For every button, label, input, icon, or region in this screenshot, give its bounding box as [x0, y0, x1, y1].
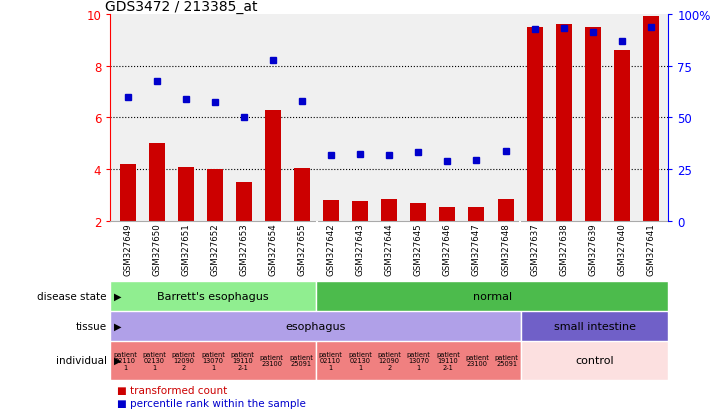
Bar	[381, 199, 397, 221]
Bar	[521, 311, 668, 341]
Text: GSM327649: GSM327649	[123, 223, 132, 275]
Bar	[207, 170, 223, 221]
Text: small intestine: small intestine	[554, 321, 636, 331]
Text: disease state: disease state	[37, 291, 107, 301]
Bar	[149, 144, 165, 221]
Bar	[469, 207, 484, 221]
Bar	[527, 28, 542, 221]
Text: GSM327637: GSM327637	[530, 223, 539, 276]
Text: patient
13070
1: patient 13070 1	[407, 351, 431, 370]
Text: Barrett's esophagus: Barrett's esophagus	[157, 291, 269, 301]
Bar	[614, 51, 630, 221]
Text: GSM327655: GSM327655	[298, 223, 306, 276]
Bar	[316, 281, 668, 311]
Bar	[643, 17, 659, 221]
Bar	[110, 311, 521, 341]
Bar	[316, 341, 521, 380]
Bar	[521, 341, 668, 380]
Bar	[323, 201, 339, 221]
Bar	[556, 25, 572, 221]
Bar	[178, 167, 194, 221]
Text: GSM327651: GSM327651	[181, 223, 191, 276]
Bar	[110, 281, 316, 311]
Text: GDS3472 / 213385_at: GDS3472 / 213385_at	[105, 0, 257, 14]
Bar	[584, 28, 601, 221]
Text: patient
12090
2: patient 12090 2	[171, 351, 196, 370]
Text: ▶: ▶	[114, 291, 122, 301]
Text: GSM327647: GSM327647	[472, 223, 481, 276]
Text: GSM327638: GSM327638	[559, 223, 568, 276]
Text: patient
19110
2-1: patient 19110 2-1	[436, 351, 460, 370]
Bar	[119, 165, 136, 221]
Text: individual: individual	[55, 355, 107, 366]
Text: tissue: tissue	[75, 321, 107, 331]
Bar	[352, 202, 368, 221]
Text: GSM327650: GSM327650	[152, 223, 161, 276]
Bar	[110, 341, 316, 380]
Bar	[439, 207, 456, 221]
Text: ■ percentile rank within the sample: ■ percentile rank within the sample	[117, 398, 306, 408]
Text: GSM327643: GSM327643	[356, 223, 365, 276]
Text: GSM327644: GSM327644	[385, 223, 394, 276]
Text: patient
23100: patient 23100	[260, 354, 284, 367]
Bar	[236, 183, 252, 221]
Bar	[265, 110, 281, 221]
Text: GSM327641: GSM327641	[646, 223, 656, 276]
Text: esophagus: esophagus	[286, 321, 346, 331]
Text: patient
13070
1: patient 13070 1	[201, 351, 225, 370]
Text: GSM327640: GSM327640	[617, 223, 626, 276]
Text: ▶: ▶	[114, 321, 122, 331]
Text: patient
02130
1: patient 02130 1	[348, 351, 372, 370]
Text: patient
02130
1: patient 02130 1	[142, 351, 166, 370]
Text: patient
02110
1: patient 02110 1	[113, 351, 137, 370]
Text: GSM327654: GSM327654	[269, 223, 277, 276]
Text: control: control	[576, 355, 614, 366]
Text: GSM327648: GSM327648	[501, 223, 510, 276]
Text: patient
25091: patient 25091	[495, 354, 519, 367]
Text: GSM327645: GSM327645	[414, 223, 423, 276]
Text: ▶: ▶	[114, 355, 122, 366]
Bar	[410, 203, 427, 221]
Text: patient
02110
1: patient 02110 1	[319, 351, 343, 370]
Text: GSM327653: GSM327653	[240, 223, 248, 276]
Text: GSM327652: GSM327652	[210, 223, 220, 276]
Text: patient
25091: patient 25091	[289, 354, 313, 367]
Text: patient
23100: patient 23100	[466, 354, 489, 367]
Bar	[498, 199, 513, 221]
Text: patient
19110
2-1: patient 19110 2-1	[230, 351, 255, 370]
Text: GSM327642: GSM327642	[326, 223, 336, 276]
Text: patient
12090
2: patient 12090 2	[378, 351, 401, 370]
Text: GSM327646: GSM327646	[443, 223, 452, 276]
Text: normal: normal	[473, 291, 512, 301]
Text: GSM327639: GSM327639	[588, 223, 597, 275]
Bar	[294, 169, 310, 221]
Text: ■ transformed count: ■ transformed count	[117, 385, 228, 395]
